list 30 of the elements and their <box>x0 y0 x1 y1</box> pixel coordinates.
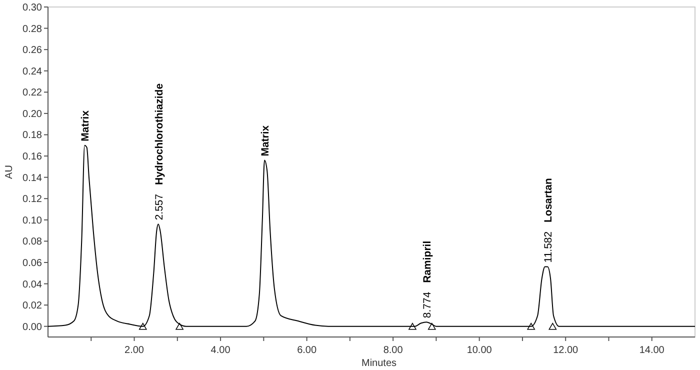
y-tick-label: 0.30 <box>22 2 42 14</box>
y-tick-label: 0.12 <box>22 194 42 206</box>
y-tick-label: 0.06 <box>22 258 42 269</box>
y-tick-label: 0.26 <box>22 45 42 56</box>
x-tick-label: 4.00 <box>210 345 231 356</box>
y-tick-label: 0.04 <box>22 279 42 290</box>
y-tick-label: 0.14 <box>22 172 42 184</box>
y-tick-label: 0.08 <box>22 236 42 248</box>
x-tick-label: 6.00 <box>297 345 317 356</box>
annotation: 2.557 Hydrochlorothiazide <box>153 83 166 220</box>
y-tick-label: 0.24 <box>22 66 42 78</box>
y-tick-label: 0.22 <box>22 88 42 99</box>
y-tick-label: 0.16 <box>22 152 42 163</box>
annotation: 8.774 Ramipril <box>421 240 434 318</box>
x-axis-title: Minutes <box>362 358 397 369</box>
x-tick-label: 8.00 <box>383 345 404 356</box>
y-tick-label: 0.18 <box>22 130 42 142</box>
x-tick-label: 10.00 <box>466 345 492 356</box>
y-tick-label: 0.00 <box>22 322 42 333</box>
x-tick-label: 12.00 <box>553 345 579 356</box>
x-tick-label: 2.00 <box>124 345 144 356</box>
annotation: 11.582 Losartan <box>542 178 555 263</box>
y-tick-label: 0.02 <box>22 300 42 312</box>
y-tick-label: 0.28 <box>22 24 42 35</box>
y-axis-title: AU <box>4 165 15 179</box>
annotation: Matrix <box>80 110 92 142</box>
x-tick-label: 14.00 <box>639 345 665 356</box>
y-tick-label: 0.10 <box>22 215 42 226</box>
annotation: Matrix <box>260 125 272 156</box>
y-tick-label: 0.20 <box>22 108 42 120</box>
